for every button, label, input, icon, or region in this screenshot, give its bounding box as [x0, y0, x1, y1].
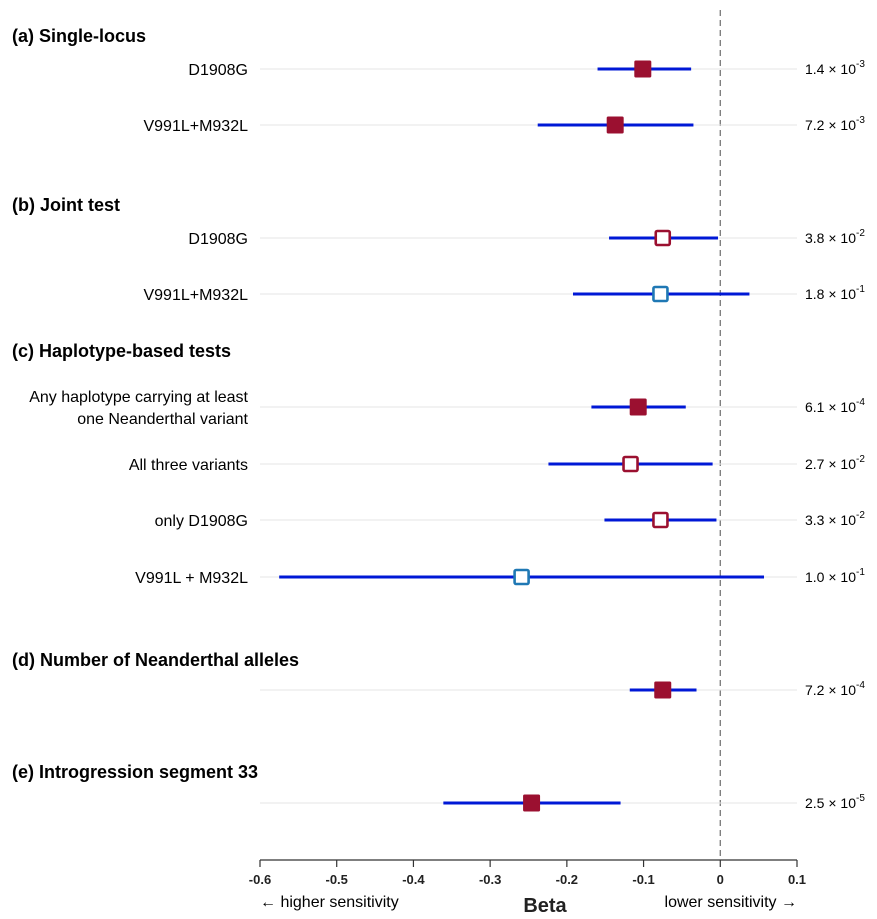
p-value: 2.5 × 10-5	[805, 793, 865, 811]
x-tick-label: -0.5	[326, 872, 348, 887]
x-tick-label: 0.1	[788, 872, 806, 887]
x-tick-label: 0	[717, 872, 724, 887]
section-title: (a) Single-locus	[12, 26, 146, 46]
section-title: (e) Introgression segment 33	[12, 762, 258, 782]
estimate-marker-filled	[606, 116, 624, 134]
estimate-marker-open	[622, 455, 639, 473]
estimate-marker-filled	[523, 794, 541, 812]
row-label: one Neanderthal variant	[77, 411, 248, 428]
row-label: All three variants	[129, 457, 248, 474]
row-label: D1908G	[188, 62, 248, 79]
x-tick-label: -0.6	[249, 872, 271, 887]
row-label: only D1908G	[155, 513, 248, 530]
p-value: 3.3 × 10-2	[805, 510, 865, 528]
p-value: 1.0 × 10-1	[805, 567, 865, 585]
p-value: 1.8 × 10-1	[805, 284, 865, 302]
estimate-marker-open	[513, 568, 530, 586]
estimate-marker-open	[652, 285, 669, 303]
row-label: V991L+M932L	[143, 287, 248, 304]
p-value: 3.8 × 10-2	[805, 228, 865, 246]
estimate-marker-filled	[629, 398, 647, 416]
row-label: V991L + M932L	[135, 570, 248, 587]
p-value: 2.7 × 10-2	[805, 454, 865, 472]
p-value: 7.2 × 10-3	[805, 115, 865, 133]
p-value: 6.1 × 10-4	[805, 397, 865, 415]
estimate-marker-filled	[654, 681, 672, 699]
section-title: (c) Haplotype-based tests	[12, 341, 231, 361]
direction-label-left: ← higher sensitivity	[260, 894, 399, 911]
x-tick-label: -0.4	[402, 872, 425, 887]
row-label: Any haplotype carrying at least	[29, 389, 248, 406]
x-tick-label: -0.3	[479, 872, 501, 887]
estimate-marker-filled	[634, 60, 652, 78]
section-title: (b) Joint test	[12, 195, 120, 215]
estimate-marker-open	[652, 511, 669, 529]
section-title: (d) Number of Neanderthal alleles	[12, 650, 299, 670]
p-value: 7.2 × 10-4	[805, 680, 865, 698]
row-label: V991L+M932L	[143, 118, 248, 135]
row-label: D1908G	[188, 231, 248, 248]
x-tick-label: -0.1	[632, 872, 654, 887]
x-tick-label: -0.2	[556, 872, 578, 887]
p-value: 1.4 × 10-3	[805, 59, 865, 77]
estimate-marker-open	[654, 229, 672, 247]
x-axis-title: Beta	[523, 895, 567, 917]
direction-label-right: lower sensitivity →	[665, 894, 797, 911]
